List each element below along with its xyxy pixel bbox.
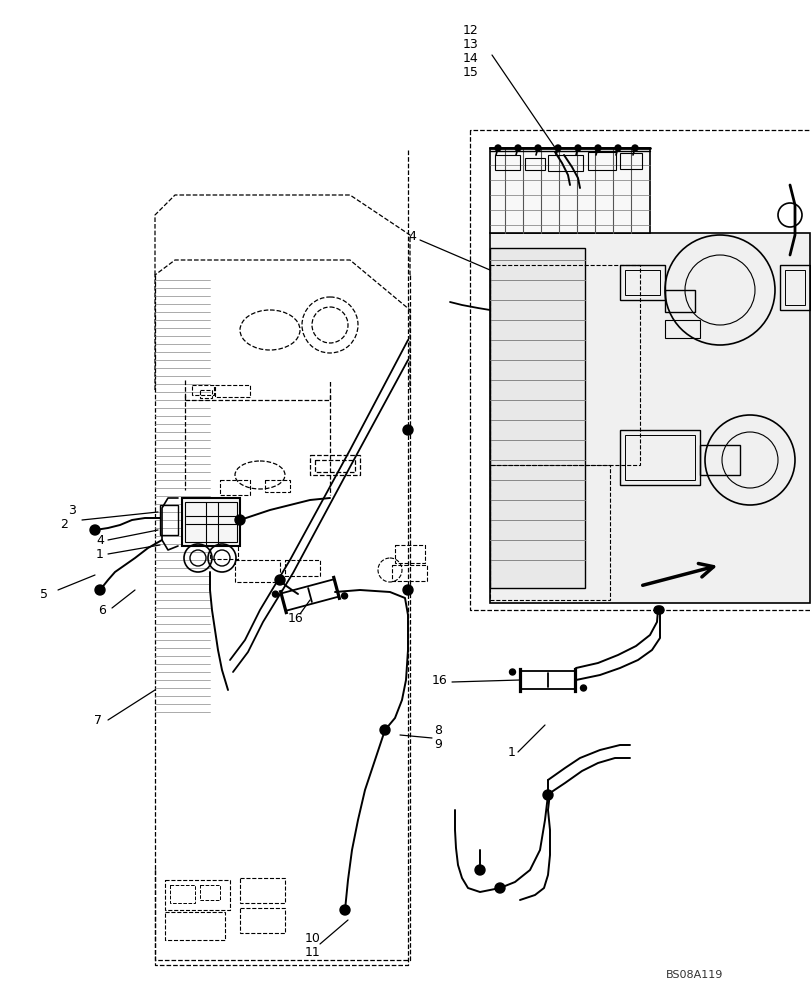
Bar [264,480,290,492]
Text: 12: 12 [462,23,478,36]
Circle shape [474,865,484,875]
Bar [489,248,584,588]
Text: 16: 16 [288,611,303,624]
Bar [285,560,320,576]
Bar [664,290,694,312]
Circle shape [653,606,661,614]
Bar [489,265,639,465]
Text: 1: 1 [508,746,515,758]
Bar [394,545,424,563]
Bar [547,155,582,171]
Circle shape [272,591,278,597]
Text: 11: 11 [305,946,320,958]
Bar [495,155,519,170]
Bar [210,545,238,559]
Text: BS08A119: BS08A119 [666,970,723,980]
Circle shape [580,685,586,691]
Bar [169,885,195,903]
Circle shape [275,575,285,585]
Bar [664,320,699,338]
Text: 4: 4 [407,230,415,242]
Circle shape [495,145,500,151]
Circle shape [234,515,245,525]
Bar [160,505,178,535]
Bar [620,153,642,169]
Circle shape [614,145,620,151]
Text: 15: 15 [462,66,478,79]
Circle shape [514,145,521,151]
Circle shape [631,145,637,151]
Text: 16: 16 [431,674,447,686]
Bar [234,560,280,582]
Text: 2: 2 [60,518,68,530]
Text: 8: 8 [433,724,441,736]
Text: 4: 4 [96,534,104,546]
Circle shape [508,669,515,675]
Bar [240,908,285,933]
Bar [784,270,804,305]
Text: 1: 1 [96,548,104,560]
Bar [310,455,359,475]
Bar [215,385,250,397]
Text: 6: 6 [98,603,105,616]
Circle shape [543,790,552,800]
Bar [620,265,664,300]
Bar [624,270,659,295]
Bar [182,498,240,546]
Bar [220,480,250,495]
Bar [165,880,230,910]
Text: 9: 9 [433,738,441,750]
Bar [200,885,220,900]
Text: 14: 14 [462,51,478,64]
Circle shape [655,606,663,614]
Bar [392,565,427,581]
Circle shape [495,883,504,893]
Bar [489,233,809,603]
Bar [587,152,616,170]
Bar [489,465,609,600]
Text: 3: 3 [68,504,75,516]
Bar [624,435,694,480]
Text: 13: 13 [462,37,478,50]
Bar [779,265,809,310]
Bar [315,460,354,472]
Bar [165,912,225,940]
Circle shape [380,725,389,735]
Bar [200,390,212,398]
Circle shape [534,145,540,151]
Circle shape [574,145,581,151]
Circle shape [402,585,413,595]
Circle shape [90,525,100,535]
Bar [699,445,739,475]
Text: 10: 10 [305,932,320,944]
Text: 5: 5 [40,588,48,601]
Bar [191,385,214,395]
Circle shape [341,593,347,599]
Circle shape [402,425,413,435]
Bar [185,502,237,542]
Bar [240,878,285,903]
Bar [620,430,699,485]
Circle shape [340,905,350,915]
Circle shape [594,145,600,151]
Bar [489,148,649,233]
Bar [525,158,544,170]
Circle shape [554,145,560,151]
Circle shape [95,585,105,595]
Text: 7: 7 [94,714,102,726]
